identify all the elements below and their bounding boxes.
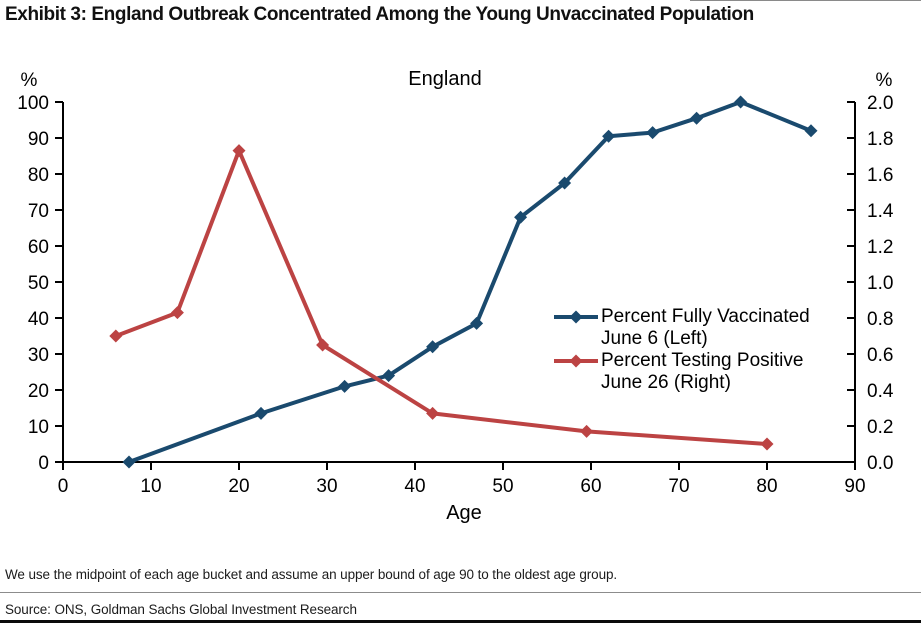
fully-vaccinated-marker (382, 369, 396, 383)
testing-positive-marker (170, 306, 184, 320)
svg-text:90: 90 (28, 129, 49, 150)
svg-text:0.8: 0.8 (867, 309, 893, 330)
legend-line-diamond-icon (554, 310, 598, 324)
divider (0, 592, 921, 593)
svg-text:50: 50 (492, 476, 513, 497)
svg-text:50: 50 (28, 273, 49, 294)
fully-vaccinated-marker (690, 111, 704, 125)
svg-text:30: 30 (28, 345, 49, 366)
chart-title: England (408, 68, 482, 90)
svg-text:0: 0 (58, 476, 69, 497)
top-edge-line (690, 0, 921, 1)
svg-text:0.6: 0.6 (867, 345, 893, 366)
x-axis-label: Age (446, 502, 482, 524)
svg-text:1.2: 1.2 (867, 237, 893, 258)
source-line: Source: ONS, Goldman Sachs Global Invest… (5, 602, 357, 617)
testing-positive-marker (232, 144, 246, 158)
svg-text:70: 70 (28, 201, 49, 222)
fully-vaccinated-marker (254, 406, 268, 420)
left-axis-unit-label: % (20, 70, 38, 91)
legend-label-fully-vaccinated: Percent Fully Vaccinated June 6 (Left) (601, 306, 810, 349)
fully-vaccinated-marker (426, 340, 440, 354)
svg-text:60: 60 (28, 237, 49, 258)
fully-vaccinated-marker (734, 95, 748, 109)
legend-item-testing-positive: Percent Testing Positive June 26 (Right) (553, 350, 838, 394)
fully-vaccinated-marker (514, 210, 528, 224)
svg-text:100: 100 (17, 93, 49, 114)
legend-item-fully-vaccinated: Percent Fully Vaccinated June 6 (Left) (553, 306, 838, 350)
svg-text:80: 80 (28, 165, 49, 186)
svg-text:70: 70 (668, 476, 689, 497)
svg-text:10: 10 (140, 476, 161, 497)
footnote: We use the midpoint of each age bucket a… (5, 567, 618, 582)
fully-vaccinated-line (127, 100, 813, 464)
legend-label-testing-positive: Percent Testing Positive June 26 (Right) (601, 350, 804, 393)
legend: Percent Fully Vaccinated June 6 (Left) P… (553, 306, 838, 394)
svg-text:30: 30 (316, 476, 337, 497)
svg-text:1.8: 1.8 (867, 129, 893, 150)
svg-text:1.6: 1.6 (867, 165, 893, 186)
svg-text:0: 0 (38, 453, 49, 474)
fully-vaccinated-marker (804, 124, 818, 138)
svg-text:0.0: 0.0 (867, 453, 893, 474)
legend-line-diamond-icon (554, 354, 598, 368)
svg-text:0.2: 0.2 (867, 417, 893, 438)
fully-vaccinated-marker (470, 316, 484, 330)
fully-vaccinated-marker (602, 129, 616, 143)
testing-positive-marker (580, 424, 594, 438)
svg-text:40: 40 (28, 309, 49, 330)
testing-positive-marker (426, 406, 440, 420)
fully-vaccinated-marker (338, 379, 352, 393)
fully-vaccinated-marker (122, 455, 136, 469)
exhibit-title: Exhibit 3: England Outbreak Concentrated… (5, 4, 754, 25)
testing-positive-line (113, 148, 769, 446)
svg-text:1.0: 1.0 (867, 273, 893, 294)
svg-text:60: 60 (580, 476, 601, 497)
right-axis-unit-label: % (875, 70, 893, 91)
svg-text:1.4: 1.4 (867, 201, 894, 222)
svg-text:2.0: 2.0 (867, 93, 893, 114)
svg-text:20: 20 (28, 381, 49, 402)
fully-vaccinated-marker (646, 126, 660, 140)
bottom-border (0, 620, 921, 623)
svg-text:80: 80 (756, 476, 777, 497)
svg-text:90: 90 (844, 476, 865, 497)
testing-positive-marker (316, 338, 330, 352)
testing-positive-marker (760, 437, 774, 451)
testing-positive-marker (109, 329, 123, 343)
svg-text:20: 20 (228, 476, 249, 497)
svg-text:10: 10 (28, 417, 49, 438)
fully-vaccinated-marker (558, 176, 572, 190)
svg-text:0.4: 0.4 (867, 381, 894, 402)
svg-text:40: 40 (404, 476, 425, 497)
